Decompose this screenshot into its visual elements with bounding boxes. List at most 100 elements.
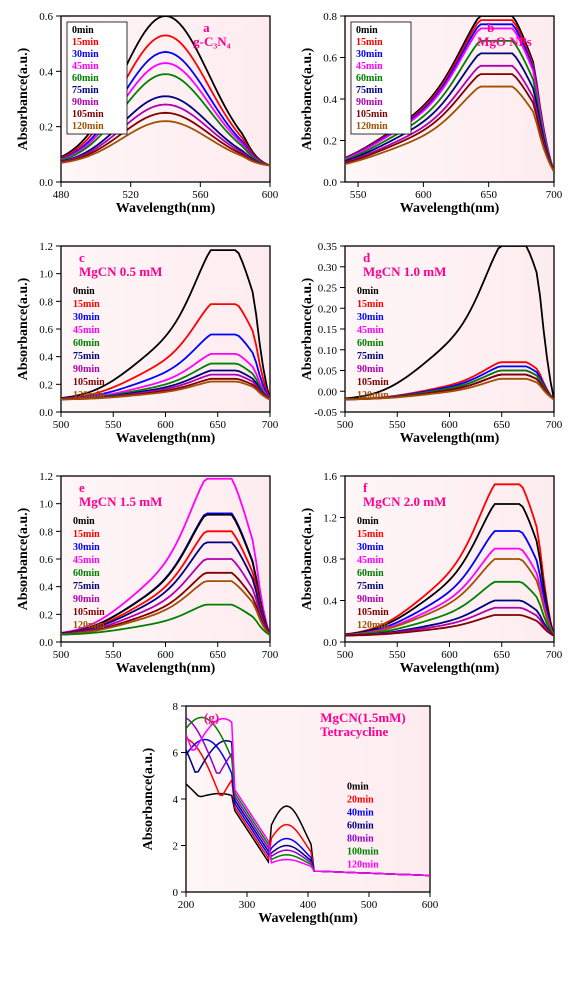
svg-text:550: 550 [105, 419, 122, 431]
svg-text:0.4: 0.4 [40, 582, 54, 594]
svg-text:1.0: 1.0 [40, 269, 54, 281]
svg-text:30min: 30min [357, 542, 384, 553]
svg-text:600: 600 [441, 649, 458, 661]
svg-text:60min: 60min [73, 338, 100, 349]
svg-text:0.25: 0.25 [318, 283, 338, 295]
svg-text:75min: 75min [73, 581, 100, 592]
svg-text:90min: 90min [357, 594, 384, 605]
svg-text:Wavelength(nm): Wavelength(nm) [116, 201, 216, 216]
svg-text:0.15: 0.15 [318, 324, 338, 336]
panel-d: 500550600650700-0.050.000.050.100.150.20… [297, 238, 562, 448]
svg-text:120min: 120min [357, 390, 389, 401]
panel-g: 20030040050060002468Wavelength(nm)Absorb… [138, 698, 438, 928]
svg-text:Absorbance(a.u.): Absorbance(a.u.) [300, 507, 315, 610]
svg-text:650: 650 [480, 189, 497, 201]
svg-text:45min: 45min [357, 555, 384, 566]
svg-text:45min: 45min [73, 325, 100, 336]
svg-text:520: 520 [123, 189, 140, 201]
svg-text:d: d [363, 250, 371, 265]
svg-text:0.2: 0.2 [40, 379, 54, 391]
svg-text:MgCN 1.5 mM: MgCN 1.5 mM [79, 494, 162, 509]
svg-text:0min: 0min [73, 286, 95, 297]
svg-text:550: 550 [105, 649, 122, 661]
svg-text:300: 300 [238, 899, 255, 911]
svg-text:0.00: 0.00 [318, 386, 338, 398]
svg-text:15min: 15min [73, 299, 100, 310]
svg-text:700: 700 [546, 189, 562, 201]
svg-text:MgCN(1.5mM): MgCN(1.5mM) [320, 710, 406, 725]
svg-text:75min: 75min [357, 351, 384, 362]
svg-text:1.0: 1.0 [40, 499, 54, 511]
svg-text:550: 550 [389, 419, 406, 431]
svg-text:Wavelength(nm): Wavelength(nm) [116, 431, 216, 446]
svg-text:0.20: 0.20 [318, 303, 338, 315]
svg-text:Wavelength(nm): Wavelength(nm) [258, 911, 358, 926]
svg-text:0.4: 0.4 [40, 66, 54, 78]
row-3: 5005506006507000.00.20.40.60.81.01.2Wave… [4, 468, 571, 678]
svg-text:45min: 45min [73, 555, 100, 566]
svg-text:0min: 0min [357, 286, 379, 297]
svg-text:120min: 120min [347, 860, 379, 871]
svg-text:0.4: 0.4 [323, 94, 337, 106]
svg-text:105min: 105min [356, 109, 388, 120]
svg-text:120min: 120min [72, 121, 104, 132]
svg-text:MgCN 0.5 mM: MgCN 0.5 mM [79, 264, 162, 279]
row-1: 4805205606000.00.20.40.6Wavelength(nm)Ab… [4, 8, 571, 218]
svg-text:90min: 90min [73, 364, 100, 375]
svg-text:0.05: 0.05 [318, 366, 338, 378]
svg-text:700: 700 [546, 649, 562, 661]
svg-text:0.6: 0.6 [40, 324, 54, 336]
svg-text:40min: 40min [347, 808, 374, 819]
svg-text:Absorbance(a.u.): Absorbance(a.u.) [300, 277, 315, 380]
svg-text:105min: 105min [72, 109, 104, 120]
svg-text:550: 550 [350, 189, 367, 201]
svg-text:200: 200 [177, 899, 194, 911]
svg-text:0.30: 0.30 [318, 262, 338, 274]
svg-text:0.4: 0.4 [40, 352, 54, 364]
svg-text:1.2: 1.2 [40, 241, 54, 253]
svg-text:600: 600 [158, 649, 175, 661]
svg-text:8: 8 [172, 701, 178, 713]
svg-text:0.0: 0.0 [323, 637, 337, 649]
svg-text:1.2: 1.2 [40, 471, 54, 483]
svg-text:500: 500 [53, 419, 70, 431]
panel-b: 5506006507000.00.20.40.60.8Wavelength(nm… [297, 8, 562, 218]
svg-text:45min: 45min [72, 61, 99, 72]
svg-text:(g): (g) [204, 710, 219, 725]
svg-text:105min: 105min [357, 377, 389, 388]
svg-text:4: 4 [172, 794, 178, 806]
svg-text:0min: 0min [73, 516, 95, 527]
svg-text:90min: 90min [356, 97, 383, 108]
svg-text:0.8: 0.8 [40, 526, 54, 538]
svg-text:f: f [363, 480, 368, 495]
panel-a: 4805205606000.00.20.40.6Wavelength(nm)Ab… [13, 8, 278, 218]
svg-text:75min: 75min [73, 351, 100, 362]
svg-text:550: 550 [389, 649, 406, 661]
svg-text:Wavelength(nm): Wavelength(nm) [399, 661, 499, 676]
svg-text:105min: 105min [73, 607, 105, 618]
svg-text:75min: 75min [357, 581, 384, 592]
svg-text:90min: 90min [72, 97, 99, 108]
svg-text:Wavelength(nm): Wavelength(nm) [399, 431, 499, 446]
svg-text:60min: 60min [356, 73, 383, 84]
svg-text:60min: 60min [357, 338, 384, 349]
svg-text:60min: 60min [72, 73, 99, 84]
figure-grid: 4805205606000.00.20.40.6Wavelength(nm)Ab… [0, 0, 575, 956]
svg-text:MgO NPs: MgO NPs [477, 34, 532, 49]
svg-text:60min: 60min [347, 821, 374, 832]
svg-text:700: 700 [262, 419, 278, 431]
svg-text:60min: 60min [73, 568, 100, 579]
svg-text:0min: 0min [356, 25, 378, 36]
svg-text:1.2: 1.2 [323, 513, 337, 525]
svg-text:Tetracycline: Tetracycline [320, 724, 388, 739]
svg-text:600: 600 [421, 899, 437, 911]
svg-text:75min: 75min [356, 85, 383, 96]
svg-text:500: 500 [337, 649, 354, 661]
svg-text:0.35: 0.35 [318, 241, 338, 253]
svg-text:0.0: 0.0 [40, 407, 54, 419]
svg-text:45min: 45min [356, 61, 383, 72]
svg-text:650: 650 [210, 419, 227, 431]
svg-text:15min: 15min [356, 37, 383, 48]
svg-text:0min: 0min [357, 516, 379, 527]
svg-text:100min: 100min [347, 847, 379, 858]
